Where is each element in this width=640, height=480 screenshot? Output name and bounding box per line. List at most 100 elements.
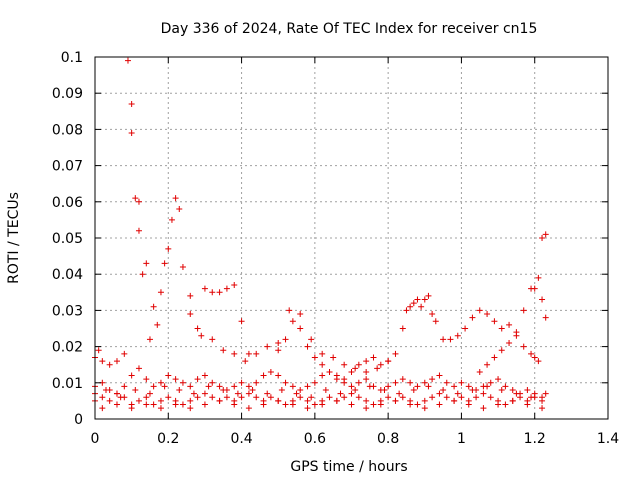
data-point — [135, 397, 142, 404]
data-point — [399, 376, 406, 383]
data-point — [297, 325, 304, 332]
data-point — [124, 57, 131, 64]
data-point — [498, 387, 505, 394]
data-point — [377, 401, 384, 408]
data-point — [421, 397, 428, 404]
y-tick-label: 0.07 — [52, 159, 83, 175]
data-point — [447, 336, 454, 343]
data-point — [209, 289, 216, 296]
data-point — [308, 394, 315, 401]
data-point — [260, 372, 267, 379]
data-point — [407, 303, 414, 310]
data-point — [165, 394, 172, 401]
data-point — [542, 231, 549, 238]
data-point — [150, 383, 157, 390]
data-point — [165, 245, 172, 252]
data-point — [495, 376, 502, 383]
y-tick-label: 0.05 — [52, 231, 83, 247]
data-point — [385, 358, 392, 365]
data-point — [260, 401, 267, 408]
data-point — [399, 394, 406, 401]
data-point — [132, 195, 139, 202]
data-point — [451, 397, 458, 404]
data-point — [187, 397, 194, 404]
data-point — [414, 383, 421, 390]
data-point — [469, 387, 476, 394]
data-point — [99, 358, 106, 365]
data-point — [187, 383, 194, 390]
data-point — [278, 387, 285, 394]
data-point — [238, 394, 245, 401]
data-point — [143, 260, 150, 267]
data-point — [198, 332, 205, 339]
data-point — [513, 329, 520, 336]
data-point — [396, 390, 403, 397]
data-point — [249, 387, 256, 394]
data-point — [286, 307, 293, 314]
data-point — [333, 397, 340, 404]
data-points — [92, 57, 549, 412]
data-point — [289, 401, 296, 408]
data-point — [297, 387, 304, 394]
data-point — [238, 379, 245, 386]
data-point — [524, 387, 531, 394]
y-tick-labels: 0 0.01 0.02 0.03 0.04 0.05 0.06 0.07 0.08 0.09 0.1 — [52, 50, 83, 428]
data-point — [410, 387, 417, 394]
data-point — [234, 390, 241, 397]
data-point — [458, 379, 465, 386]
data-point — [223, 285, 230, 292]
data-point — [176, 387, 183, 394]
data-point — [429, 394, 436, 401]
data-point — [143, 394, 150, 401]
data-point — [209, 336, 216, 343]
data-point — [506, 339, 513, 346]
data-point — [161, 260, 168, 267]
data-point — [484, 383, 491, 390]
data-point — [539, 296, 546, 303]
data-point — [231, 350, 238, 357]
data-point — [113, 390, 120, 397]
data-point — [220, 347, 227, 354]
data-point — [392, 379, 399, 386]
data-point — [293, 390, 300, 397]
data-point — [168, 216, 175, 223]
data-point — [476, 368, 483, 375]
data-point — [165, 372, 172, 379]
data-point — [311, 379, 318, 386]
x-tick-label: 0 — [91, 431, 100, 447]
y-tick-label: 0.08 — [52, 122, 83, 138]
chart-title: Day 336 of 2024, Rate Of TEC Index for r… — [161, 21, 538, 37]
data-point — [484, 361, 491, 368]
data-point — [275, 347, 282, 354]
data-point — [121, 350, 128, 357]
data-point — [304, 343, 311, 350]
data-point — [172, 195, 179, 202]
data-point — [172, 401, 179, 408]
data-point — [520, 343, 527, 350]
data-point — [187, 311, 194, 318]
data-point — [106, 397, 113, 404]
data-point — [509, 397, 516, 404]
data-point — [106, 361, 113, 368]
data-point — [473, 394, 480, 401]
data-point — [381, 387, 388, 394]
data-point — [498, 325, 505, 332]
data-point — [322, 387, 329, 394]
data-point — [425, 383, 432, 390]
data-point — [491, 354, 498, 361]
data-point — [531, 285, 538, 292]
data-point — [282, 379, 289, 386]
data-point — [370, 401, 377, 408]
data-point — [421, 296, 428, 303]
data-point — [502, 401, 509, 408]
data-point — [231, 383, 238, 390]
data-point — [392, 350, 399, 357]
data-point — [282, 336, 289, 343]
data-point — [194, 325, 201, 332]
data-point — [205, 383, 212, 390]
data-point — [128, 405, 135, 412]
data-point — [135, 198, 142, 205]
data-point — [154, 321, 161, 328]
data-point — [502, 383, 509, 390]
data-point — [326, 394, 333, 401]
